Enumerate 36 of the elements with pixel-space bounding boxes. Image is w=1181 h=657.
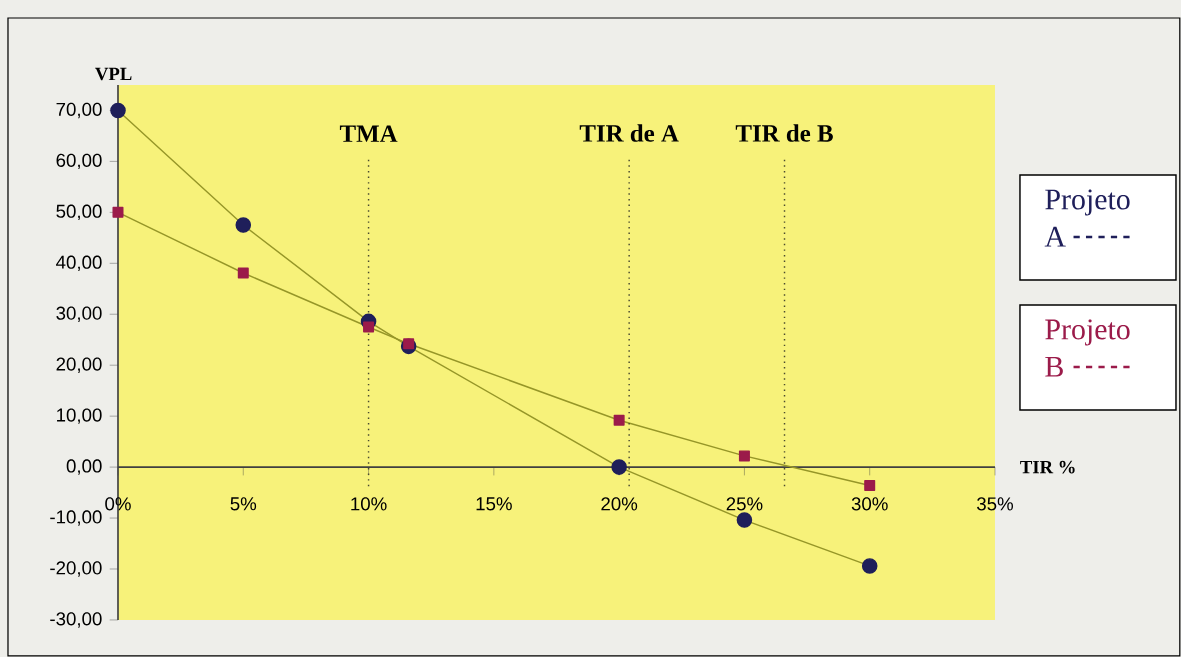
y-tick-label: 70,00 — [56, 102, 102, 119]
x-tick-label: 35% — [977, 497, 1014, 511]
ref-line-label: TIR de A — [579, 124, 679, 142]
y-tick-label: -30,00 — [50, 612, 102, 628]
ref-line-label: TMA — [339, 125, 398, 142]
x-axis-title: TIR % — [1020, 460, 1075, 474]
point — [613, 414, 625, 426]
y-tick-label: 10,00 — [57, 408, 102, 424]
x-tick-label: 15% — [476, 497, 512, 511]
x-tick-label: 20% — [601, 497, 638, 511]
ref-line-label: TIR de B — [735, 124, 833, 142]
point — [861, 558, 878, 574]
point — [110, 102, 126, 119]
x-tick-label: 25% — [726, 497, 763, 511]
x-tick-label: 10% — [351, 497, 387, 511]
y-tick-label: 50,00 — [56, 204, 102, 221]
point — [738, 450, 750, 462]
point — [363, 321, 375, 333]
text: Projeto B — [1045, 319, 1130, 377]
x-tick-label: 5% — [230, 497, 257, 511]
y-tick-label: 40,00 — [56, 255, 102, 272]
point — [864, 479, 876, 491]
x-tick-label: 30% — [851, 497, 888, 511]
point — [112, 206, 124, 218]
point — [237, 267, 249, 279]
y-tick-label: 30,00 — [56, 306, 102, 322]
y-tick-label: 20,00 — [56, 357, 102, 373]
text: Projeto A — [1044, 189, 1130, 247]
y-axis-title: VPL — [95, 67, 132, 81]
y-tick-label: 0,00 — [66, 459, 102, 475]
y-tick-label: -10,00 — [50, 510, 102, 526]
y-tick-label: 60,00 — [56, 153, 102, 170]
point — [736, 512, 753, 528]
y-tick-label: -20,00 — [50, 561, 102, 577]
point — [611, 459, 627, 475]
point — [235, 217, 252, 233]
